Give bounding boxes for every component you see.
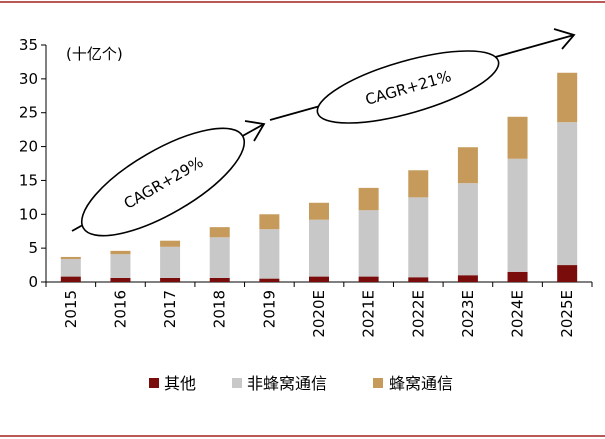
legend-swatch-other bbox=[149, 378, 159, 388]
y-tick-label: 15 bbox=[19, 171, 38, 189]
bar-segment bbox=[309, 202, 329, 220]
bar-segment bbox=[160, 277, 181, 282]
x-tick-label: 2021E bbox=[360, 290, 378, 338]
bar-segment bbox=[408, 197, 429, 278]
bar-segment bbox=[358, 276, 379, 282]
y-tick-label: 25 bbox=[19, 104, 38, 122]
y-tick-label: 20 bbox=[19, 138, 38, 156]
y-tick-label: 10 bbox=[19, 205, 38, 223]
bar-segment bbox=[259, 229, 280, 279]
legend-swatch-noncellular bbox=[232, 378, 242, 388]
legend-label-other: 其他 bbox=[164, 374, 196, 393]
bar-segment bbox=[457, 147, 478, 184]
legend-swatch-cellular bbox=[373, 378, 383, 388]
bar-segment bbox=[557, 72, 578, 123]
x-tick-label: 2024E bbox=[509, 290, 527, 338]
y-tick-label: 0 bbox=[28, 273, 38, 291]
bar-segment bbox=[457, 275, 478, 282]
x-tick-label: 2017 bbox=[161, 290, 179, 328]
x-tick-label: 2022E bbox=[409, 290, 427, 338]
bar-segment bbox=[160, 240, 181, 247]
bar-segment bbox=[309, 276, 329, 282]
bars bbox=[60, 72, 578, 282]
y-tick-label: 35 bbox=[19, 36, 38, 54]
x-tick-label: 2025E bbox=[558, 290, 576, 338]
unit-label: (十亿个) bbox=[66, 45, 123, 63]
bar-segment bbox=[60, 258, 81, 277]
y-tick-label: 30 bbox=[19, 70, 38, 88]
bar-segment bbox=[209, 277, 230, 282]
bar-segment bbox=[160, 246, 181, 278]
bar-segment bbox=[457, 183, 478, 276]
bar-segment bbox=[60, 276, 81, 282]
x-tick-label: 2018 bbox=[211, 290, 229, 328]
bar-segment bbox=[358, 187, 379, 211]
bar-segment bbox=[507, 158, 528, 272]
bar-segment bbox=[110, 250, 131, 255]
y-tick-label: 5 bbox=[28, 239, 38, 257]
bar-segment bbox=[358, 210, 379, 277]
x-tick-label: 2019 bbox=[260, 290, 278, 328]
x-tick-label: 2015 bbox=[62, 290, 80, 328]
bar-segment bbox=[557, 265, 578, 282]
bar-segment bbox=[408, 277, 429, 282]
cagr-ellipse-1 bbox=[80, 127, 246, 237]
bar-segment bbox=[209, 227, 230, 238]
bar-segment bbox=[259, 278, 280, 282]
bar-segment bbox=[507, 271, 528, 282]
x-tick-labels: 2015 2016 2017 2018 2019 2020E 2021E 2022E 2023E… bbox=[62, 290, 576, 338]
x-tick-label: 2020E bbox=[310, 290, 328, 338]
bar-segment bbox=[259, 214, 280, 230]
bar-segment bbox=[110, 277, 131, 282]
bar-segment bbox=[209, 237, 230, 278]
bar-segment bbox=[110, 254, 131, 278]
legend: 其他 非蜂窝通信 蜂窝通信 bbox=[149, 374, 453, 393]
bar-segment bbox=[309, 219, 329, 277]
bar-segment bbox=[60, 256, 81, 259]
cagr-ellipse-2 bbox=[316, 50, 500, 124]
axes: 0 5 10 15 20 25 30 35 bbox=[19, 36, 593, 291]
legend-label-noncellular: 非蜂窝通信 bbox=[247, 374, 327, 393]
bar-segment bbox=[507, 116, 528, 159]
x-tick-label: 2023E bbox=[459, 290, 477, 338]
x-tick-label: 2016 bbox=[111, 290, 129, 328]
bar-segment bbox=[408, 170, 429, 198]
legend-label-cellular: 蜂窝通信 bbox=[389, 374, 453, 393]
bar-segment bbox=[557, 122, 578, 266]
